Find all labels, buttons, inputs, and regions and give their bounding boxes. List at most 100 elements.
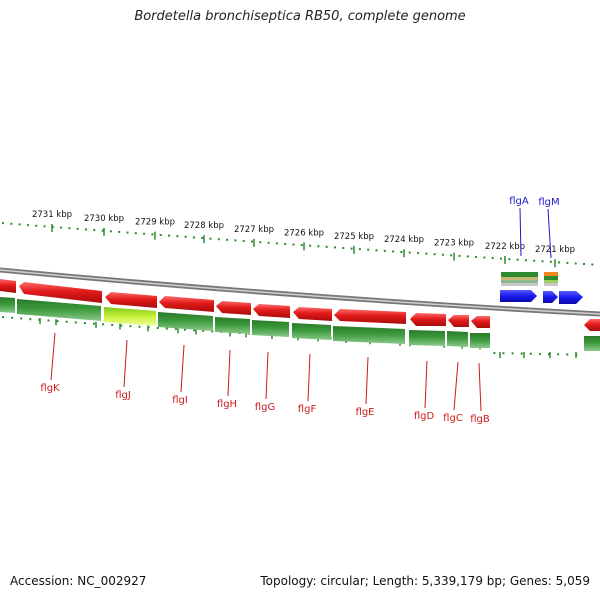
leader-line (307, 353, 311, 402)
cds-arrow-right-edge[interactable] (584, 319, 600, 331)
scale-dot (129, 325, 132, 328)
scale-dot (193, 329, 196, 332)
leader-line (227, 349, 231, 397)
scale-dot (583, 262, 585, 265)
scale-dot (483, 256, 486, 259)
scale-dot (358, 248, 361, 251)
forward-gene-track (500, 272, 583, 304)
cds-arrow-left-edge[interactable] (0, 279, 16, 293)
cds-arrow-flgI[interactable] (159, 296, 214, 312)
scale-dot (51, 225, 54, 228)
gene-bar-flgJ[interactable] (104, 307, 156, 326)
cds-arrow-flgG[interactable] (253, 304, 290, 318)
cds-arrow-flgD[interactable] (410, 313, 446, 326)
gene-bar-flgG[interactable] (252, 320, 289, 337)
accession-text: Accession: NC_002927 (10, 574, 147, 588)
scale-dot (292, 243, 295, 246)
leader-line (519, 207, 522, 257)
cds-arrow-flgB[interactable] (471, 316, 490, 328)
scale-dot (259, 241, 262, 244)
rna-arrow-flgM[interactable] (543, 291, 558, 303)
gene-label-flgI[interactable]: flgI (172, 395, 188, 406)
gene-label-flgE[interactable]: flgE (356, 407, 375, 418)
gene-label-flgJ[interactable]: flgJ (115, 390, 131, 401)
scale-dot (65, 320, 68, 323)
scale-dot (300, 244, 303, 247)
scale-dot (2, 222, 4, 225)
scale-dot (126, 231, 129, 234)
cds-arrow-flgE[interactable] (334, 309, 406, 324)
leader-line (365, 356, 369, 405)
scale-dot (557, 353, 560, 356)
scale-dot (217, 238, 220, 241)
scale-dot (334, 246, 336, 249)
gene-label-flgK[interactable]: flgK (40, 383, 60, 394)
gene-label-flgM[interactable]: flgM (538, 197, 559, 208)
leader-line (453, 361, 459, 411)
scale-dot (35, 224, 38, 227)
scale-dot (251, 240, 253, 243)
leader-line (424, 360, 428, 409)
gene-bar-flgI[interactable] (158, 312, 213, 331)
cds-arrow-flgK[interactable] (19, 282, 102, 303)
gene-label-flgB[interactable]: flgB (470, 414, 490, 425)
gene-label-flgD[interactable]: flgD (414, 411, 435, 422)
scale-dot (156, 326, 159, 329)
scale-dot (165, 327, 168, 330)
gene-bar-flgD[interactable] (409, 330, 445, 346)
scale-dot (143, 232, 146, 235)
scale-dot (118, 230, 121, 233)
rna-arrow-flgA[interactable] (500, 290, 537, 302)
scale-dot (325, 245, 328, 248)
kbp-tick-label: 2730 kbp (84, 214, 124, 224)
scale-dot (20, 317, 23, 320)
scale-dot (18, 223, 21, 226)
scale-dot (151, 233, 154, 236)
scale-dot (466, 255, 469, 258)
scale-dot (342, 247, 345, 250)
gene-bar-flgK[interactable] (17, 299, 101, 321)
scale-dot (109, 230, 112, 233)
gene-label-flgG[interactable]: flgG (255, 402, 275, 413)
scale-dot (524, 259, 527, 262)
kbp-tick-label: 2725 kbp (334, 232, 374, 242)
gene-bar-flgE[interactable] (333, 326, 405, 344)
cds-arrow-flgC[interactable] (448, 315, 469, 327)
gene-label-flgC[interactable]: flgC (443, 413, 463, 424)
scale-dot (93, 229, 96, 232)
scale-dot (83, 322, 86, 325)
scale-dot (383, 249, 386, 252)
cds-arrow-flgF[interactable] (293, 307, 332, 321)
rna-arrow-right[interactable] (559, 291, 583, 304)
gene-label-flgF[interactable]: flgF (298, 404, 317, 415)
gene-bar-flgH[interactable] (215, 317, 250, 334)
scale-dot (85, 228, 87, 231)
gene-bar-right-edge[interactable] (584, 336, 600, 351)
kbp-tick-label: 2729 kbp (135, 218, 175, 228)
gene-bar-flgF[interactable] (292, 323, 331, 340)
leader-line (547, 208, 552, 259)
scale-dot (367, 248, 370, 251)
scale-dot (47, 319, 50, 322)
gene-bar-flgA[interactable] (501, 272, 538, 277)
genome-summary-text: Topology: circular; Length: 5,339,179 bp… (260, 574, 590, 588)
scale-dot (211, 330, 214, 333)
scale-dot (176, 235, 179, 238)
leader-line (123, 339, 128, 388)
scale-dot (475, 255, 478, 258)
scale-dot (168, 234, 170, 237)
leader-line (265, 351, 269, 400)
gene-label-flgH[interactable]: flgH (217, 399, 237, 410)
cds-arrow-flgJ[interactable] (105, 292, 157, 308)
gene-label-flgA[interactable]: flgA (509, 196, 529, 207)
cds-arrow-flgH[interactable] (216, 301, 251, 315)
gene-bar-flgB[interactable] (470, 333, 490, 348)
scale-dot (111, 323, 114, 326)
map-title: Bordetella bronchiseptica RB50, complete… (134, 9, 466, 24)
gene-bar-left-edge[interactable] (0, 297, 15, 313)
gene-bar-flgM[interactable] (544, 272, 558, 276)
scale-dot (2, 316, 4, 319)
scale-dot (309, 244, 312, 247)
gene-bar-flgC[interactable] (447, 331, 468, 347)
scale-dot (11, 316, 14, 319)
